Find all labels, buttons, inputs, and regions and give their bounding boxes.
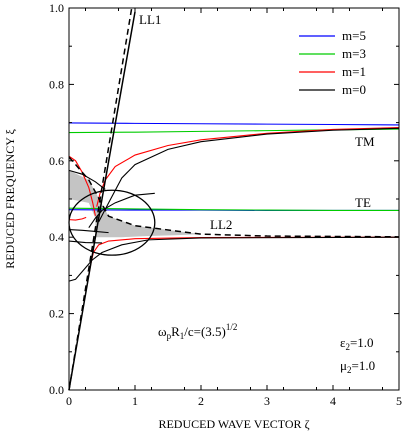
series-ll2-curve-16 [68, 156, 400, 238]
series-m1-curve-7 [88, 236, 400, 276]
series-m0-curve-8 [68, 169, 106, 190]
series-m0-curve-10 [68, 229, 109, 234]
series-m0-curve-11 [68, 240, 103, 244]
y-tick-label: 0.6 [49, 154, 64, 168]
series-m1-curve-5 [96, 127, 400, 207]
tick-layer: 0 1 2 3 4 5 0.0 0.2 0.4 0.6 0.8 1.0 [49, 1, 402, 408]
series-m0-curve-12 [68, 236, 400, 282]
series-m5-curve-0 [68, 122, 400, 126]
legend-label-m1: m=1 [342, 64, 366, 79]
x-axis-title: REDUCED WAVE VECTOR ζ [158, 417, 309, 431]
x-tick-label: 3 [264, 394, 270, 408]
x-tick-label: 1 [132, 394, 138, 408]
annotation-tm: TM [355, 134, 375, 149]
y-tick-label: 0.0 [49, 383, 64, 397]
series-m1-curve-6 [68, 216, 87, 221]
annotation-mu: μ2=1.0 [340, 358, 375, 375]
legend-label-m5: m=5 [342, 28, 366, 43]
legend-label-m0: m=0 [342, 82, 366, 97]
y-tick-label: 1.0 [49, 1, 64, 15]
x-tick-label: 2 [198, 394, 204, 408]
shaded-region [69, 170, 201, 238]
y-axis-title: REDUCED FREQUENCY ξ [3, 129, 17, 269]
y-tick-label: 0.2 [49, 307, 64, 321]
x-tick-label: 0 [66, 394, 72, 408]
series-m0-curve-13 [88, 192, 155, 228]
shaded-region-layer [69, 170, 201, 238]
annotation-te: TE [355, 195, 371, 210]
y-tick-label: 0.4 [49, 230, 64, 244]
annotation-epsilon: ε2=1.0 [340, 335, 374, 352]
series-m3-curve-3 [68, 207, 399, 212]
series-m1-curve-4 [68, 155, 96, 216]
y-tick-label: 0.8 [49, 77, 64, 91]
series-m0-curve-9 [98, 127, 400, 223]
x-tick-label: 5 [396, 394, 402, 408]
x-tick-label: 4 [330, 394, 336, 408]
series-ll1-curve-15 [68, 7, 133, 391]
annotation-ll1: LL1 [139, 12, 161, 27]
legend-label-m3: m=3 [342, 46, 366, 61]
annotation-plasma-parameter: ωpR1/c=(3.5)1/2 [158, 322, 237, 341]
series-layer [68, 7, 400, 391]
annotation-ll2: LL2 [210, 217, 232, 232]
legend: m=5 m=3 m=1 m=0 [299, 28, 366, 97]
